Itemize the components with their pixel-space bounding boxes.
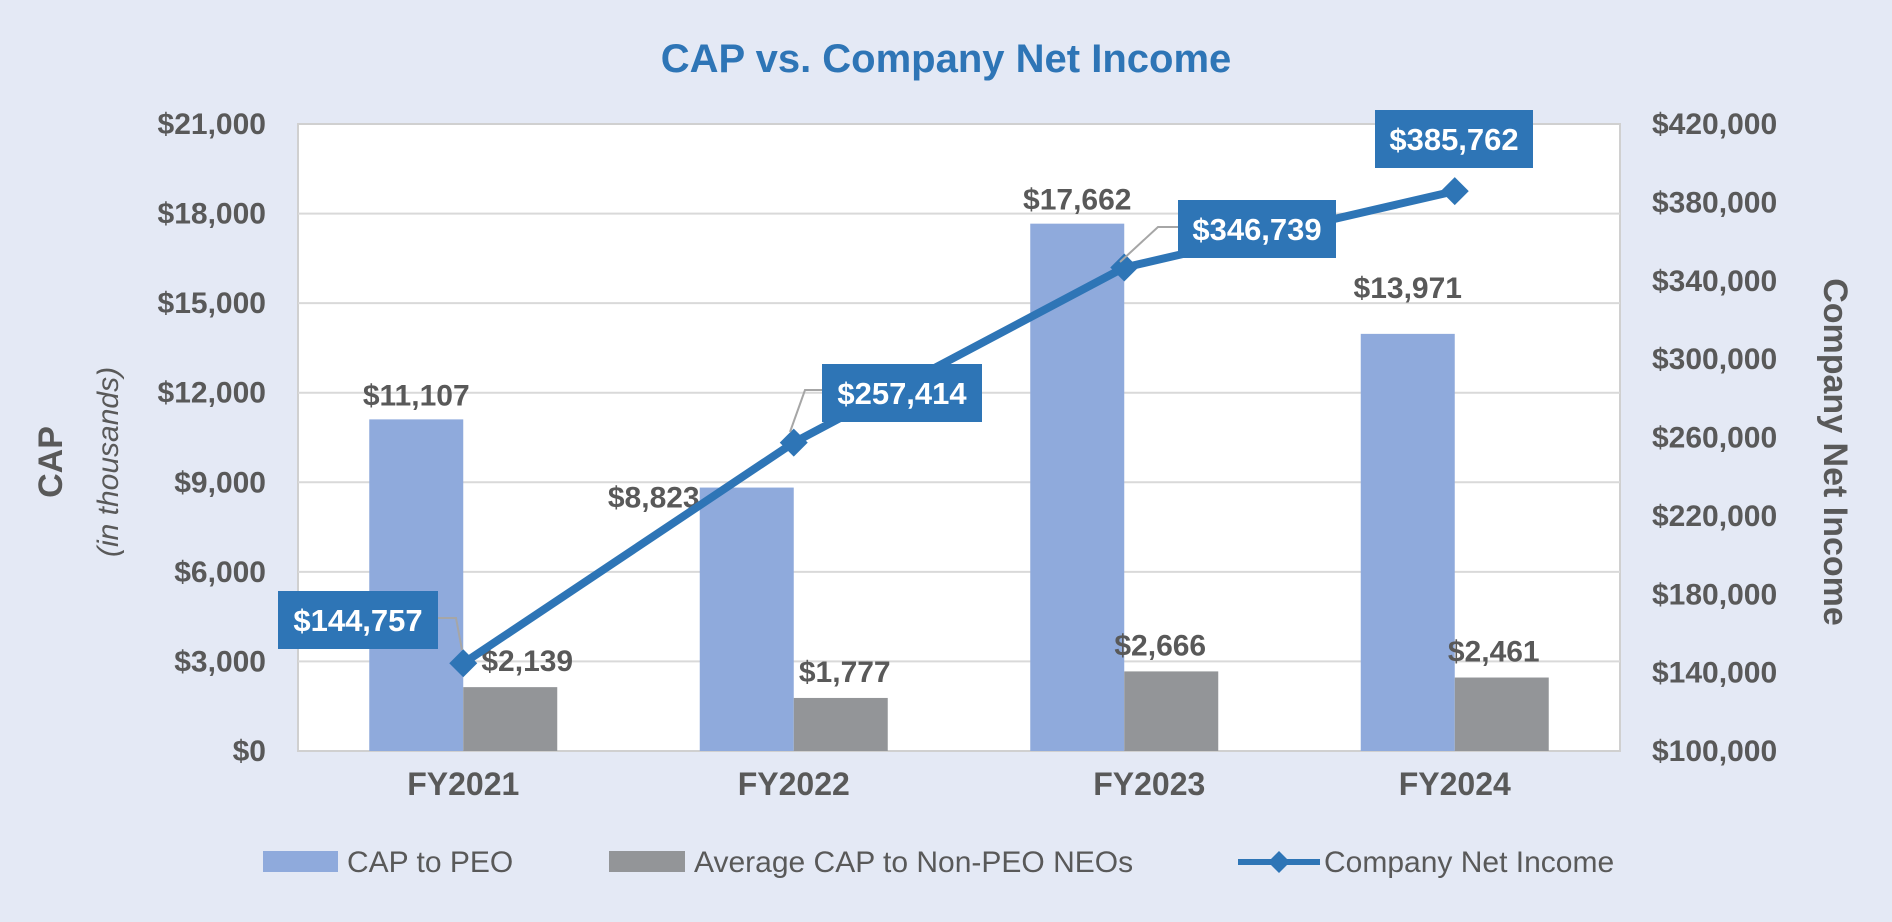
net-income-leader — [1119, 226, 1178, 263]
net-income-label-box — [1178, 200, 1336, 258]
right-tick-label: $180,000 — [1652, 578, 1777, 611]
x-tick-label: FY2023 — [1093, 766, 1205, 802]
chart-title: CAP vs. Company Net Income — [661, 37, 1232, 81]
net-income-labels: $144,757 $257,414 $346,739 $385,762 — [278, 110, 1533, 651]
label-cap-peo: $11,107 — [363, 379, 470, 412]
label-avg-cap: $2,666 — [1114, 629, 1206, 662]
right-axis-label: Company Net Income — [1816, 278, 1854, 626]
label-cap-peo: $13,971 — [1354, 272, 1462, 305]
left-axis-ticks: $0 $3,000 $6,000 $9,000 $12,000 $15,000 $18,00… — [158, 108, 266, 768]
bar-avg-cap — [1124, 671, 1219, 751]
left-tick-label: $18,000 — [158, 198, 266, 231]
left-axis-subtitle: (in thousands) — [92, 367, 125, 557]
left-tick-label: $15,000 — [158, 287, 266, 320]
bar-data-labels: $11,107 $2,139 $8,823 $1,777 $17,662 $2,666 $1… — [363, 184, 1540, 689]
net-income-label: $346,739 — [1192, 212, 1321, 247]
legend-swatch-cap-peo — [263, 851, 338, 872]
left-axis-sublabel: (in thousands) — [92, 367, 125, 557]
bar-cap-peo — [1030, 223, 1125, 751]
label-avg-cap: $2,461 — [1448, 636, 1540, 669]
right-axis-title: Company Net Income — [1816, 278, 1854, 626]
net-income-leader — [789, 389, 822, 433]
right-tick-label: $340,000 — [1652, 265, 1777, 298]
legend-label-cap-peo: CAP to PEO — [347, 846, 513, 879]
net-income-leader — [438, 617, 463, 651]
net-income-marker — [1110, 253, 1139, 282]
label-cap-peo: $17,662 — [1023, 184, 1131, 217]
x-axis-ticks: FY2021 FY2022 FY2023 FY2024 — [407, 766, 1511, 802]
right-tick-label: $140,000 — [1652, 657, 1777, 690]
left-tick-label: $9,000 — [174, 466, 266, 499]
right-tick-label: $220,000 — [1652, 500, 1777, 533]
bar-avg-cap — [793, 697, 888, 751]
net-income-label: $144,757 — [293, 603, 422, 638]
legend-marker-net-income — [1268, 851, 1290, 873]
right-tick-label: $100,000 — [1652, 735, 1777, 768]
net-income-marker — [779, 428, 808, 457]
legend-label-avg-cap: Average CAP to Non-PEO NEOs — [694, 846, 1133, 879]
bar-cap-peo — [369, 419, 464, 751]
right-tick-label: $300,000 — [1652, 343, 1777, 376]
bar-cap-peo — [699, 487, 794, 751]
net-income-label-box — [278, 591, 438, 649]
bar-avg-cap — [1454, 677, 1549, 751]
left-tick-label: $6,000 — [174, 556, 266, 589]
net-income-label-box — [822, 364, 982, 422]
legend: CAP to PEO Average CAP to Non-PEO NEOs C… — [263, 846, 1614, 879]
label-cap-peo: $8,823 — [608, 482, 700, 515]
label-avg-cap: $2,139 — [481, 645, 573, 678]
left-axis-title: CAP — [32, 426, 70, 498]
legend-label-net-income: Company Net Income — [1324, 846, 1614, 879]
bar-avg-cap — [463, 687, 558, 751]
x-tick-label: FY2021 — [407, 766, 519, 802]
left-tick-label: $3,000 — [174, 645, 266, 678]
left-tick-label: $0 — [233, 735, 266, 768]
bar-cap-peo — [1360, 333, 1455, 751]
net-income-label: $385,762 — [1389, 122, 1518, 157]
net-income-label-box — [1375, 110, 1533, 168]
right-tick-label: $420,000 — [1652, 108, 1777, 141]
label-avg-cap: $1,777 — [799, 656, 891, 689]
left-tick-label: $12,000 — [158, 377, 266, 410]
net-income-marker — [1440, 177, 1469, 206]
net-income-marker — [449, 649, 478, 678]
x-tick-label: FY2022 — [738, 766, 850, 802]
right-tick-label: $380,000 — [1652, 186, 1777, 219]
right-tick-label: $260,000 — [1652, 422, 1777, 455]
bars — [369, 223, 1549, 751]
right-axis-ticks: $100,000 $140,000 $180,000 $220,000 $260,000… — [1652, 108, 1777, 768]
x-tick-label: FY2024 — [1399, 766, 1511, 802]
left-tick-label: $21,000 — [158, 108, 266, 141]
net-income-label: $257,414 — [837, 376, 967, 411]
left-axis-label: CAP — [32, 426, 70, 498]
legend-swatch-avg-cap — [609, 851, 685, 872]
